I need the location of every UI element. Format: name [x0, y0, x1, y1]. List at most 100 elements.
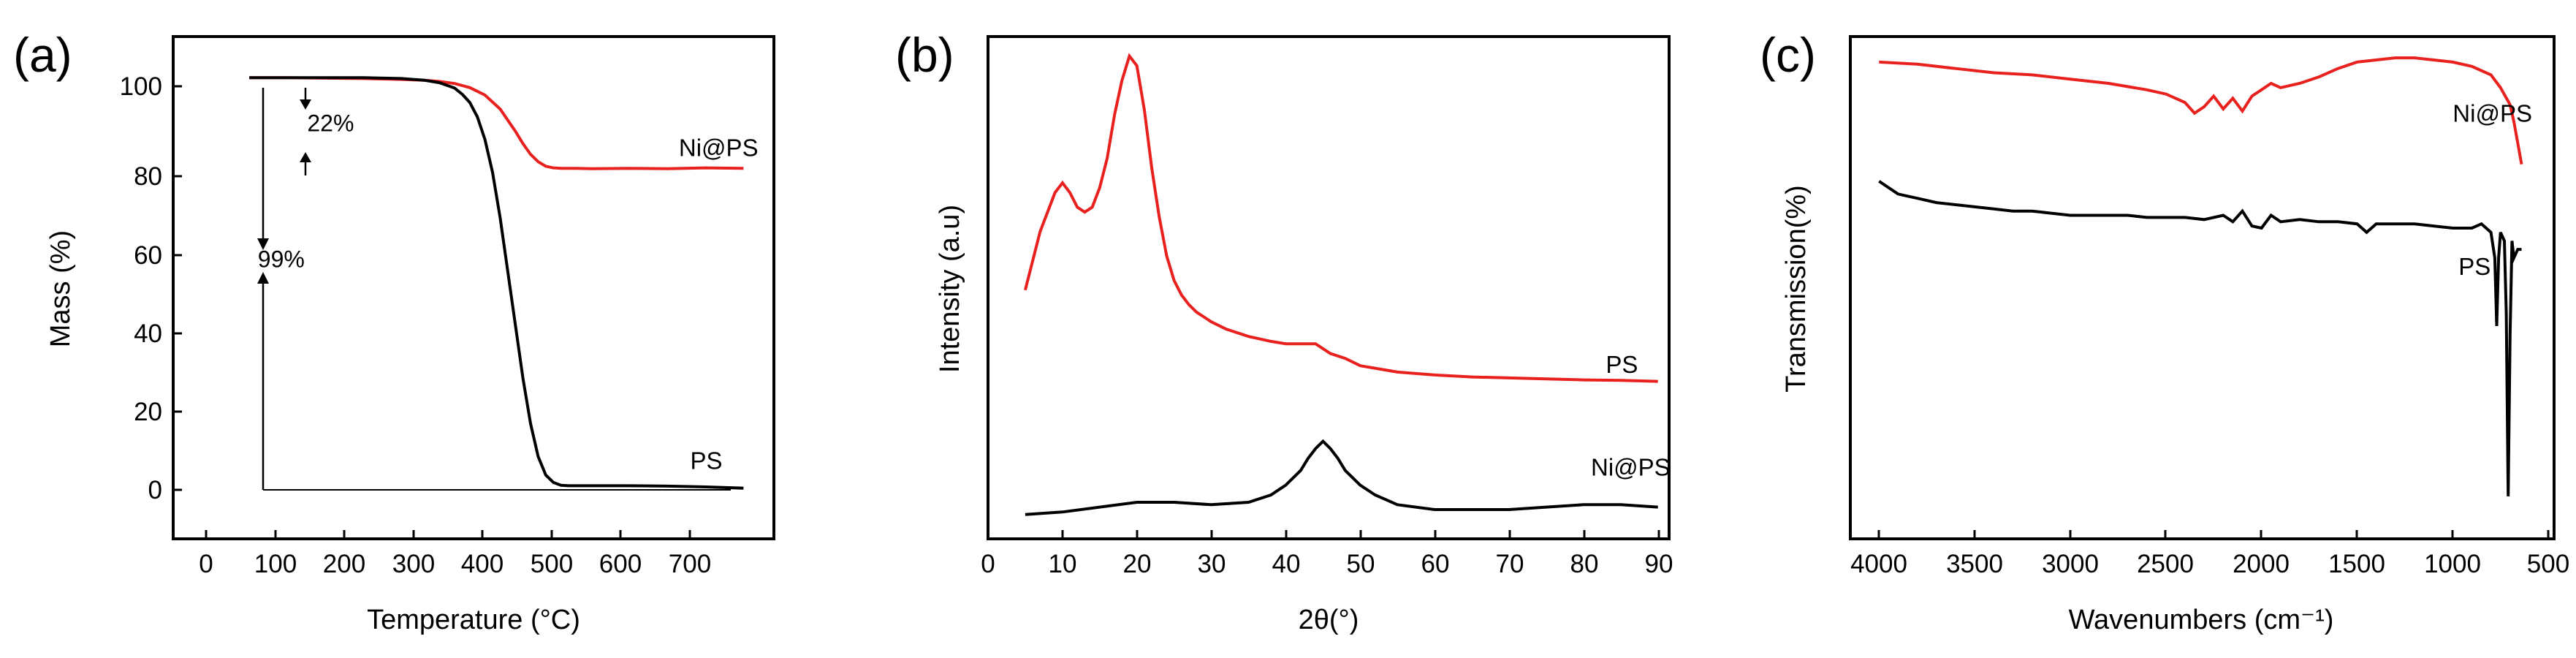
y-tick-label: 100	[120, 72, 162, 101]
y-tick-2: 40	[134, 319, 182, 348]
annotation-99-arrow-up-head	[257, 272, 269, 284]
x-tick-6: 60	[1421, 530, 1450, 578]
y-tick-label: 60	[134, 241, 162, 270]
y-tick-3: 60	[134, 241, 182, 270]
panel-c-x-ticks: 4000 3500 3000 2500 2000 1500 1000 500	[1850, 530, 2569, 578]
panel-a-x-ticks: 0 100 200 300 400 500 600 700	[199, 530, 711, 578]
panel-b-plot-frame	[988, 37, 1669, 539]
x-tick-4: 400	[461, 530, 504, 578]
x-tick-label: 2500	[2137, 550, 2194, 578]
y-tick-label: 20	[134, 398, 162, 426]
x-tick-label: 50	[1347, 550, 1375, 578]
series-line-ps-ftir	[1879, 181, 2521, 496]
y-axis-title: Transmission(%)	[1781, 185, 1812, 393]
x-tick-label: 70	[1496, 550, 1524, 578]
panel-b-series	[1025, 56, 1658, 515]
x-tick-label: 2000	[2233, 550, 2290, 578]
panel-b-xrd-chart: (b) 0 10 20 30 40 50 60 70 80 90 PS Ni@P…	[895, 28, 1673, 635]
y-tick-label: 40	[134, 319, 162, 348]
y-tick-1: 20	[134, 398, 182, 426]
x-axis-title: 2θ(°)	[1299, 605, 1359, 635]
series-line-ps-mass	[249, 77, 743, 488]
annotation-22-arrow-up-head	[300, 152, 311, 162]
x-tick-3: 2500	[2137, 530, 2194, 578]
y-tick-label: 0	[148, 476, 162, 504]
x-tick-label: 3000	[2042, 550, 2099, 578]
series-line-ps-xrd	[1025, 56, 1658, 382]
x-tick-1: 3500	[1946, 530, 2003, 578]
x-tick-0: 4000	[1850, 530, 1907, 578]
series-label-ps: PS	[1606, 351, 1638, 378]
panel-a-label: (a)	[13, 28, 72, 82]
x-tick-2: 20	[1123, 530, 1152, 578]
x-tick-label: 90	[1645, 550, 1673, 578]
x-tick-8: 80	[1570, 530, 1599, 578]
x-tick-label: 1500	[2328, 550, 2385, 578]
x-tick-7: 70	[1496, 530, 1524, 578]
x-axis-title: Temperature (°C)	[367, 605, 580, 635]
x-tick-label: 3500	[1946, 550, 2003, 578]
panel-c-label: (c)	[1760, 28, 1816, 82]
x-tick-label: 60	[1421, 550, 1450, 578]
x-tick-1: 100	[254, 530, 297, 578]
x-tick-4: 2000	[2233, 530, 2290, 578]
x-tick-1: 10	[1049, 530, 1077, 578]
y-tick-4: 80	[134, 162, 182, 191]
y-axis-title: Mass (%)	[45, 230, 76, 347]
panel-b-x-ticks: 0 10 20 30 40 50 60 70 80 90	[981, 530, 1673, 578]
x-tick-2: 3000	[2042, 530, 2099, 578]
x-tick-4: 40	[1272, 530, 1301, 578]
x-tick-label: 0	[981, 550, 995, 578]
x-tick-label: 700	[669, 550, 711, 578]
x-tick-label: 40	[1272, 550, 1301, 578]
x-tick-5: 1500	[2328, 530, 2385, 578]
x-tick-label: 20	[1123, 550, 1152, 578]
x-tick-2: 200	[323, 530, 365, 578]
x-tick-7: 700	[669, 530, 711, 578]
annotation-22-arrow-down-head	[300, 99, 311, 110]
series-line-ni-ps-xrd	[1025, 442, 1658, 515]
x-tick-3: 300	[392, 530, 435, 578]
x-tick-0: 0	[981, 530, 995, 578]
y-axis-title: Intensity (a.u)	[935, 205, 965, 373]
x-tick-label: 30	[1198, 550, 1226, 578]
y-tick-label: 80	[134, 162, 162, 191]
panel-a-arrows	[257, 88, 731, 490]
y-tick-0: 0	[148, 476, 182, 504]
series-label-ni-ps: Ni@PS	[2452, 99, 2532, 126]
x-tick-label: 500	[2527, 550, 2569, 578]
x-tick-6: 600	[599, 530, 642, 578]
annotation-99-percent: 99%	[258, 246, 305, 272]
panel-c-ftir-chart: (c) 4000 3500 3000 2500 2000 1500 1000 5…	[1760, 28, 2569, 635]
panel-a-series	[249, 77, 743, 488]
x-tick-0: 0	[199, 530, 213, 578]
x-tick-6: 1000	[2424, 530, 2481, 578]
panel-c-plot-frame	[1850, 37, 2554, 539]
x-tick-label: 300	[392, 550, 435, 578]
figure: (a) 0 100 200 300 400 500 600	[0, 0, 2576, 658]
x-tick-5: 500	[531, 530, 573, 578]
x-tick-label: 10	[1049, 550, 1077, 578]
series-label-ni-ps: Ni@PS	[679, 134, 759, 161]
series-label-ni-ps: Ni@PS	[1591, 453, 1671, 480]
series-line-ni-ps-ftir	[1879, 58, 2521, 164]
x-tick-label: 80	[1570, 550, 1599, 578]
x-axis-title: Wavenumbers (cm⁻¹)	[2069, 605, 2334, 635]
panel-b-label: (b)	[895, 28, 954, 82]
annotation-22-percent: 22%	[307, 110, 354, 137]
x-tick-label: 4000	[1850, 550, 1907, 578]
series-label-ps: PS	[691, 447, 723, 474]
x-tick-label: 1000	[2424, 550, 2481, 578]
panel-a-tga-chart: (a) 0 100 200 300 400 500 600	[13, 28, 774, 635]
x-tick-label: 500	[531, 550, 573, 578]
x-tick-label: 200	[323, 550, 365, 578]
x-tick-3: 30	[1198, 530, 1226, 578]
x-tick-label: 0	[199, 550, 213, 578]
panel-c-series	[1879, 58, 2521, 496]
x-tick-label: 600	[599, 550, 642, 578]
x-tick-label: 400	[461, 550, 504, 578]
x-tick-5: 50	[1347, 530, 1375, 578]
x-axis-title-text: Wavenumbers (cm⁻¹)	[2069, 605, 2334, 635]
x-tick-7: 500	[2527, 530, 2569, 578]
x-tick-label: 100	[254, 550, 297, 578]
